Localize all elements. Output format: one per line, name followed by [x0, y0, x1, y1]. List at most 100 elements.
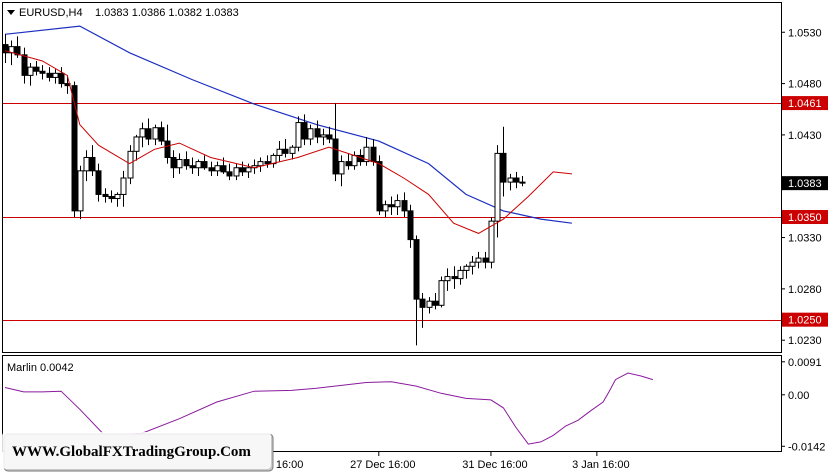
candle: [226, 163, 233, 181]
level-price-tag: [782, 312, 828, 327]
candle: [214, 161, 221, 176]
candle: [438, 276, 445, 308]
candle: [127, 145, 134, 185]
candle: [507, 173, 514, 191]
candle: [345, 153, 352, 170]
candle: [301, 114, 308, 146]
candle: [164, 124, 171, 164]
candles: [2, 34, 526, 346]
candle: [102, 188, 109, 203]
candle: [176, 153, 183, 174]
candle: [152, 124, 159, 146]
candle: [394, 194, 401, 215]
candle: [451, 266, 458, 289]
candle: [475, 251, 482, 269]
candle: [239, 161, 246, 176]
candle: [108, 190, 115, 203]
candle: [444, 268, 451, 291]
candle: [382, 200, 389, 218]
candle: [133, 134, 140, 161]
indicator-pane-frame: [2, 355, 782, 452]
time-tick-label: 31 Dec 16:00: [462, 459, 527, 471]
current-price-tag: [782, 176, 828, 191]
candle: [332, 103, 339, 182]
fast-ma-line: [4, 50, 572, 234]
candle: [482, 251, 489, 269]
candle: [295, 116, 302, 152]
candle: [276, 141, 283, 162]
candle: [33, 60, 40, 76]
indicator-tick-label: -0.0142: [788, 441, 825, 453]
candle: [432, 292, 439, 310]
candle: [39, 65, 46, 80]
candle: [145, 118, 152, 146]
current-price-label: 1.0383: [788, 178, 822, 190]
candle: [457, 266, 464, 285]
candle: [500, 126, 507, 197]
candle: [208, 161, 215, 176]
candle: [21, 47, 28, 84]
candle: [363, 136, 370, 166]
time-tick-label: 3 Jan 16:00: [572, 459, 630, 471]
candle: [419, 292, 426, 328]
indicator-title: Marlin 0.0042: [7, 362, 74, 374]
candle: [326, 126, 333, 144]
level-price-label: 1.0250: [788, 315, 822, 327]
price-tick-label: 1.0230: [788, 335, 822, 347]
candle: [376, 155, 383, 215]
symbol-label: EURUSD,H4: [19, 7, 83, 19]
candle: [314, 120, 321, 144]
candle: [407, 204, 414, 248]
candle: [27, 63, 34, 86]
candle: [2, 34, 9, 64]
candle: [183, 151, 190, 170]
candle: [413, 235, 420, 346]
slow-moving-average: [4, 25, 572, 224]
candle: [282, 139, 289, 158]
candle: [89, 145, 96, 176]
candle: [120, 170, 127, 207]
slow-ma-line: [4, 25, 572, 224]
candle: [257, 157, 264, 172]
candle: [513, 171, 520, 189]
price-tick-label: 1.0330: [788, 233, 822, 245]
candle: [338, 155, 345, 187]
level-price-label: 1.0350: [788, 212, 822, 224]
candle: [201, 155, 208, 170]
candle: [401, 192, 408, 218]
indicator-tick-label: 0.00: [788, 390, 809, 402]
fast-moving-average: [4, 50, 572, 234]
price-tick-label: 1.0430: [788, 130, 822, 142]
price-pane-frame: [2, 2, 782, 353]
candle: [52, 69, 59, 84]
level-price-tag: [782, 210, 828, 225]
candle: [469, 256, 476, 275]
price-tick-label: 1.0480: [788, 79, 822, 91]
candle: [95, 163, 102, 202]
watermark-text: WWW.GlobalFXTradingGroup.Com: [12, 444, 251, 460]
level-price-label: 1.0461: [788, 98, 822, 110]
candle: [77, 165, 84, 220]
candle: [233, 163, 240, 181]
candle: [170, 150, 177, 179]
indicator-tick-label: 0.0091: [788, 357, 822, 369]
price-tick-label: 1.0280: [788, 284, 822, 296]
candle: [195, 159, 202, 176]
candle: [289, 145, 296, 160]
candle: [388, 196, 395, 215]
level-price-tag: [782, 96, 828, 111]
candle: [83, 150, 90, 182]
candle: [114, 192, 121, 207]
candle: [519, 175, 526, 187]
triangle-down-icon[interactable]: [7, 10, 15, 15]
candle: [463, 264, 470, 279]
candle: [139, 122, 146, 148]
candle: [264, 155, 271, 168]
candle: [58, 67, 65, 88]
candle: [189, 157, 196, 174]
watermark: WWW.GlobalFXTradingGroup.Com: [2, 432, 274, 472]
time-tick-label: 27 Dec 16:00: [350, 459, 415, 471]
horizontal-levels: [3, 103, 781, 321]
